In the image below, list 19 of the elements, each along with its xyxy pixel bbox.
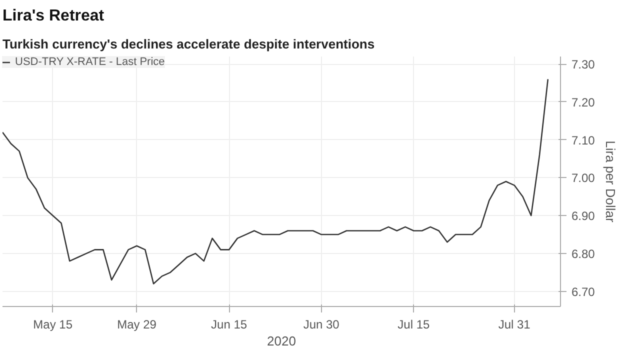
y-tick-label: 7.00	[572, 171, 596, 186]
x-tick-label: Jul 31	[498, 318, 531, 332]
x-tick-label: Jun 15	[211, 318, 248, 332]
y-axis-title: Lira per Dollar	[602, 140, 618, 223]
y-tick-label: 6.70	[572, 284, 596, 299]
x-tick-label: May 29	[117, 318, 157, 332]
x-tick-label: May 15	[33, 318, 73, 332]
legend-label: USD-TRY X-RATE - Last Price	[15, 56, 165, 68]
y-tick-label: 7.10	[572, 133, 596, 148]
chart-subtitle: Turkish currency's declines accelerate despite interventions	[2, 36, 375, 52]
y-tick-label: 6.90	[572, 209, 596, 224]
x-tick-label: Jun 30	[303, 318, 340, 332]
x-tick-label: Jul 15	[398, 318, 430, 332]
y-tick-label: 7.20	[572, 95, 596, 110]
y-tick-label: 6.80	[572, 246, 596, 261]
y-tick-label: 7.30	[572, 58, 596, 72]
x-axis-title: 2020	[267, 334, 296, 348]
chart-title: Lira's Retreat	[2, 8, 105, 24]
line-series	[2, 78, 549, 284]
